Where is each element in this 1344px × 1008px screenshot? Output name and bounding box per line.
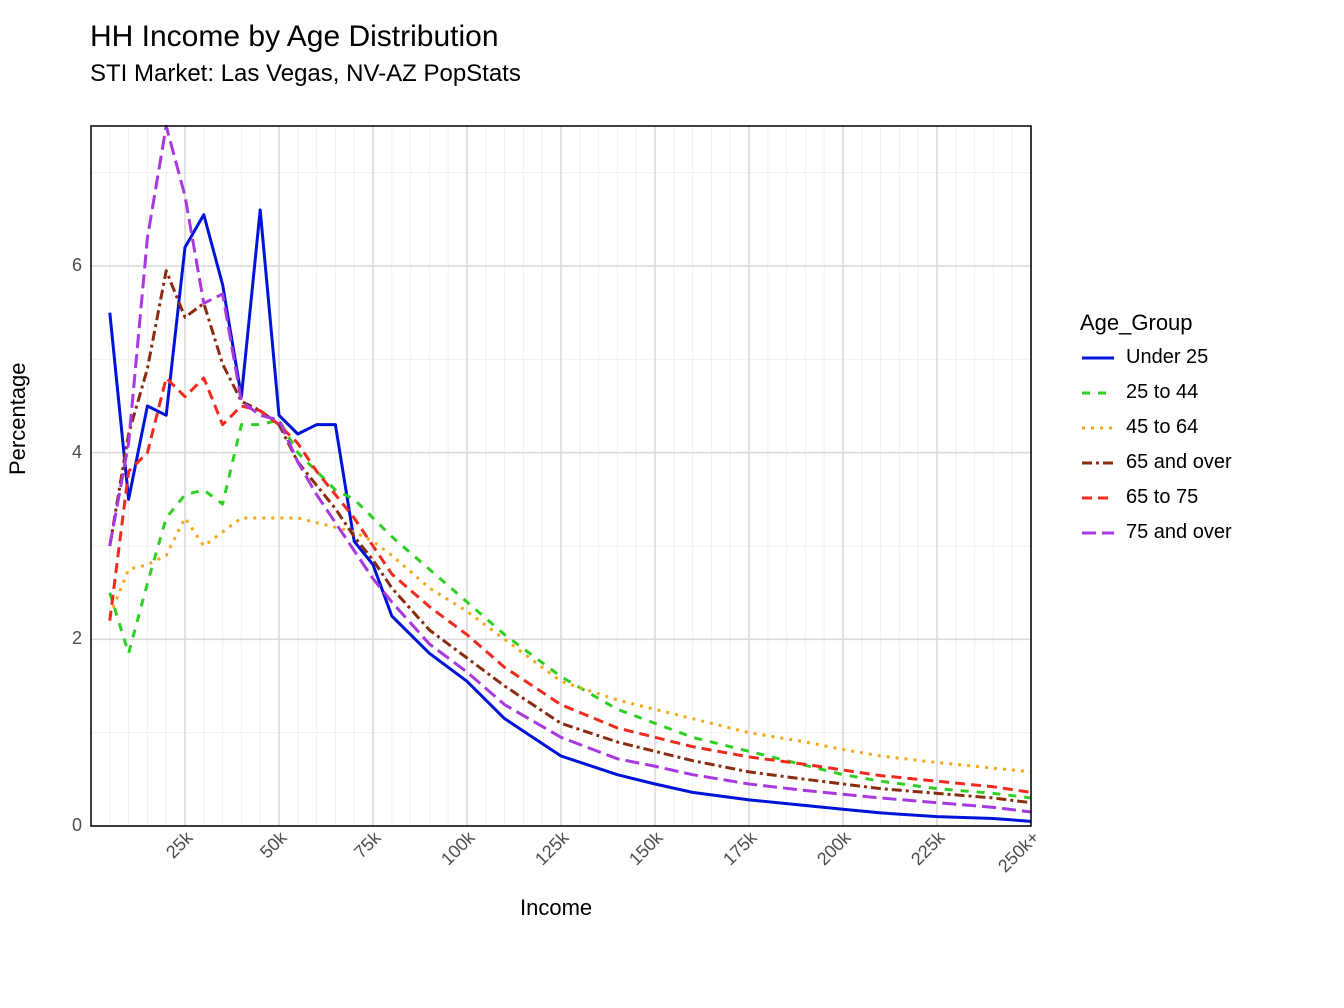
legend-title: Age_Group	[1080, 310, 1232, 336]
y-tick-label: 4	[72, 442, 82, 463]
legend-swatch	[1080, 488, 1116, 508]
x-tick-label: 75k	[350, 827, 385, 862]
legend-item: 25 to 44	[1080, 381, 1232, 404]
legend-item: 45 to 64	[1080, 416, 1232, 439]
legend-swatch	[1080, 383, 1116, 403]
y-tick-label: 0	[72, 815, 82, 836]
x-tick-label: 225k	[907, 827, 949, 869]
legend-item: 65 and over	[1080, 451, 1232, 474]
legend-swatch	[1080, 523, 1116, 543]
x-tick-label: 125k	[531, 827, 573, 869]
x-tick-label: 25k	[162, 827, 197, 862]
legend-label: Under 25	[1126, 346, 1208, 369]
plot-area	[90, 125, 1032, 827]
legend-item: 75 and over	[1080, 521, 1232, 544]
x-tick-label: 150k	[625, 827, 667, 869]
chart-subtitle: STI Market: Las Vegas, NV-AZ PopStats	[90, 60, 521, 88]
y-tick-label: 2	[72, 628, 82, 649]
legend: Age_Group Under 25 25 to 44 45 to 64 65 and…	[1080, 310, 1232, 556]
chart-title: HH Income by Age Distribution	[90, 20, 499, 54]
legend-label: 75 and over	[1126, 521, 1232, 544]
y-tick-label: 6	[72, 255, 82, 276]
x-tick-label: 175k	[719, 827, 761, 869]
x-tick-label: 50k	[256, 827, 291, 862]
legend-label: 25 to 44	[1126, 381, 1198, 404]
y-axis-label: Percentage	[5, 362, 31, 475]
x-tick-label: 250k+	[994, 827, 1044, 877]
legend-swatch	[1080, 348, 1116, 368]
legend-item: Under 25	[1080, 346, 1232, 369]
legend-swatch	[1080, 453, 1116, 473]
x-axis-label: Income	[520, 895, 592, 921]
x-tick-label: 100k	[437, 827, 479, 869]
legend-item: 65 to 75	[1080, 486, 1232, 509]
x-tick-label: 200k	[813, 827, 855, 869]
legend-label: 45 to 64	[1126, 416, 1198, 439]
legend-label: 65 and over	[1126, 451, 1232, 474]
legend-label: 65 to 75	[1126, 486, 1198, 509]
legend-swatch	[1080, 418, 1116, 438]
chart-container: HH Income by Age Distribution STI Market…	[0, 0, 1344, 1008]
